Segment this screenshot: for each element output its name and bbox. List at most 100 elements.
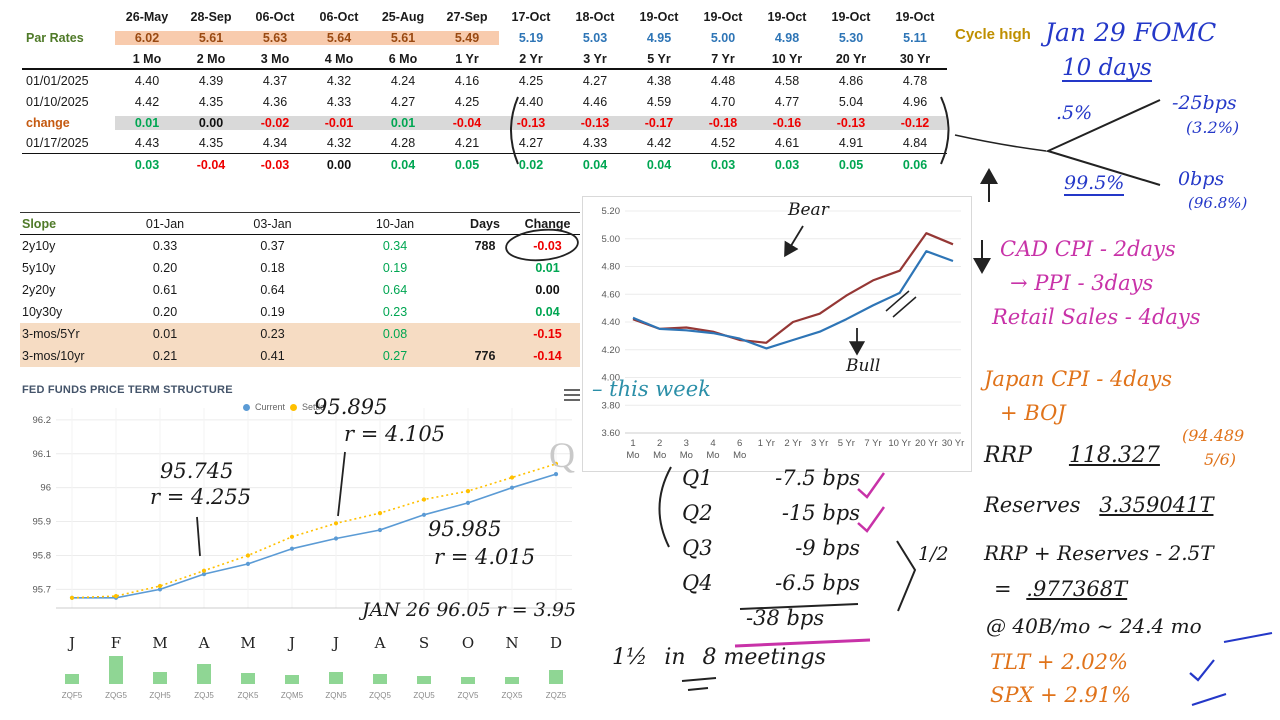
date-header-cell: 19-Oct: [831, 9, 871, 24]
note-half: 1/2: [918, 543, 949, 565]
check-q2: [857, 506, 886, 533]
col-header: 10-Jan: [375, 216, 415, 231]
tenor-cell: 7 Yr: [711, 51, 735, 66]
slope-cell: 0.19: [260, 305, 285, 319]
slope-cell: 0.23: [260, 327, 285, 341]
change-cell: 0.04: [535, 305, 560, 319]
note-boj: + BOJ: [1000, 401, 1066, 425]
week-change-cell: -0.03: [260, 157, 290, 172]
svg-text:ZQU5: ZQU5: [413, 691, 435, 700]
fed-chart-title: FED FUNDS PRICE TERM STRUCTURE: [22, 384, 233, 396]
note-cad-cpi: CAD CPI - 2days: [1000, 237, 1176, 261]
col-header: Days: [470, 216, 500, 231]
svg-text:96: 96: [40, 483, 51, 494]
note-jan26: JAN 26 96.05 r = 3.95: [362, 599, 577, 621]
rate-cell: 4.84: [902, 136, 928, 150]
rate-cell: 4.86: [838, 73, 864, 88]
par-rate-cell: 5.00: [710, 31, 736, 45]
change-cell: 0.01: [115, 115, 179, 130]
rate-cell: 4.25: [518, 73, 544, 88]
row-label: 01/17/2025: [26, 136, 89, 150]
change-cell: 0.01: [535, 261, 560, 275]
total-value: .977368T: [1026, 577, 1128, 601]
rate-cell: 4.61: [774, 136, 800, 150]
rate-cell: 4.38: [646, 73, 672, 88]
svg-text:S: S: [419, 634, 429, 652]
slope-cell: 0.01: [152, 327, 178, 341]
note-q4: Q4 -6.5 bps: [682, 571, 860, 595]
rate-cell: 4.70: [710, 94, 736, 109]
change-cell: -0.02: [243, 115, 307, 130]
rate-cell: 4.46: [582, 94, 608, 109]
slope-label: 2y10y: [22, 239, 56, 253]
svg-text:3.60: 3.60: [602, 428, 621, 439]
date-header-cell: 25-Aug: [381, 9, 425, 24]
date-header-cell: 27-Sep: [446, 9, 488, 24]
par-rate-cell: 5.61: [179, 31, 243, 45]
chart-menu-icon[interactable]: [564, 386, 580, 404]
change-cell: 0.00: [535, 283, 560, 297]
rate-cell: 4.40: [134, 73, 160, 88]
slope-header-row: Slope 01-Jan 03-Jan 10-Jan Days Change: [20, 212, 580, 235]
svg-text:O: O: [462, 634, 474, 652]
rate-cell: 4.24: [390, 73, 416, 88]
change-cell: -0.13: [563, 115, 627, 130]
par-rates-row: Par Rates 6.02 5.61 5.63 5.64 5.61 5.49 5.19 5.…: [22, 27, 947, 49]
slope-cell: 0.23: [382, 305, 408, 319]
cycle-high-label: Cycle high: [955, 26, 1031, 43]
change-cell: -0.03: [533, 239, 562, 253]
note-bear: Bear: [788, 200, 829, 220]
svg-text:A: A: [198, 634, 210, 652]
slope-cell: 0.20: [152, 305, 178, 319]
meetings-count: 1½: [612, 645, 648, 670]
par-rate-cell: 5.64: [307, 31, 371, 45]
week-change-cell: 0.04: [390, 157, 416, 172]
in-underline: [681, 677, 717, 691]
total-prefix: =: [994, 577, 1012, 601]
rate-cell: 4.34: [262, 136, 288, 150]
rate-cell: 4.59: [646, 94, 672, 109]
reserves-label: Reserves: [984, 493, 1081, 517]
note-rrp-plus-reserves: RRP + Reserves - 2.5T: [984, 541, 1214, 565]
svg-text:ZQK5: ZQK5: [238, 691, 259, 700]
rate-cell: 4.27: [518, 136, 544, 150]
rate-cell: 4.21: [454, 136, 480, 150]
rate-cell: 4.42: [646, 136, 672, 150]
svg-text:Mo: Mo: [706, 450, 719, 461]
svg-text:1: 1: [630, 438, 635, 449]
svg-text:F: F: [111, 634, 121, 652]
svg-text:5 Yr: 5 Yr: [838, 438, 855, 449]
fed-funds-chart: 96.2 96.1 96 95.9 95.8 95.7 J F M A M J J A S O N D ZQF5 ZQ…: [18, 396, 603, 711]
rate-cell: 4.32: [326, 136, 352, 150]
check-q1: [857, 472, 886, 499]
current-legend-label[interactable]: Current: [255, 402, 286, 412]
tenor-cell: 3 Mo: [260, 51, 290, 66]
rate-cell: 4.77: [774, 94, 800, 109]
slope-cell: 0.33: [152, 239, 178, 253]
change-cell: -0.01: [307, 115, 371, 130]
week-change-cell: 0.05: [838, 157, 864, 172]
slope-label: 3-mos/10yr: [22, 349, 85, 363]
rate-cell: 4.33: [582, 136, 608, 150]
svg-text:4.40: 4.40: [602, 317, 621, 328]
settle-legend-label[interactable]: Settle: [302, 402, 326, 412]
svg-text:96.1: 96.1: [33, 449, 52, 460]
slope-cell: 0.64: [382, 283, 408, 297]
rate-cell: 4.48: [710, 73, 736, 88]
change-cell: -0.14: [533, 349, 562, 363]
slope-row-3mos10yr: 3-mos/10yr 0.21 0.41 0.27 776 -0.14: [20, 345, 580, 367]
week-change-cell: 0.05: [454, 157, 480, 172]
slope-cell: 0.18: [260, 261, 285, 275]
rates-row-01-10: 01/10/2025 4.42 4.35 4.36 4.33 4.27 4.25 4.40 4…: [22, 91, 947, 112]
check-tlt: [1189, 659, 1215, 682]
svg-text:Mo: Mo: [733, 450, 746, 461]
slope-row-2y10y: 2y10y 0.33 0.37 0.34 788 -0.03: [20, 235, 580, 257]
slope-cell: 0.41: [260, 349, 285, 363]
svg-text:20 Yr: 20 Yr: [915, 438, 938, 449]
note-q3: Q3 -9 bps: [682, 536, 860, 560]
par-rate-cell: 5.30: [838, 31, 864, 45]
svg-text:ZQV5: ZQV5: [458, 691, 479, 700]
change-cell: -0.16: [755, 115, 819, 130]
rate-cell: 4.27: [582, 73, 608, 88]
